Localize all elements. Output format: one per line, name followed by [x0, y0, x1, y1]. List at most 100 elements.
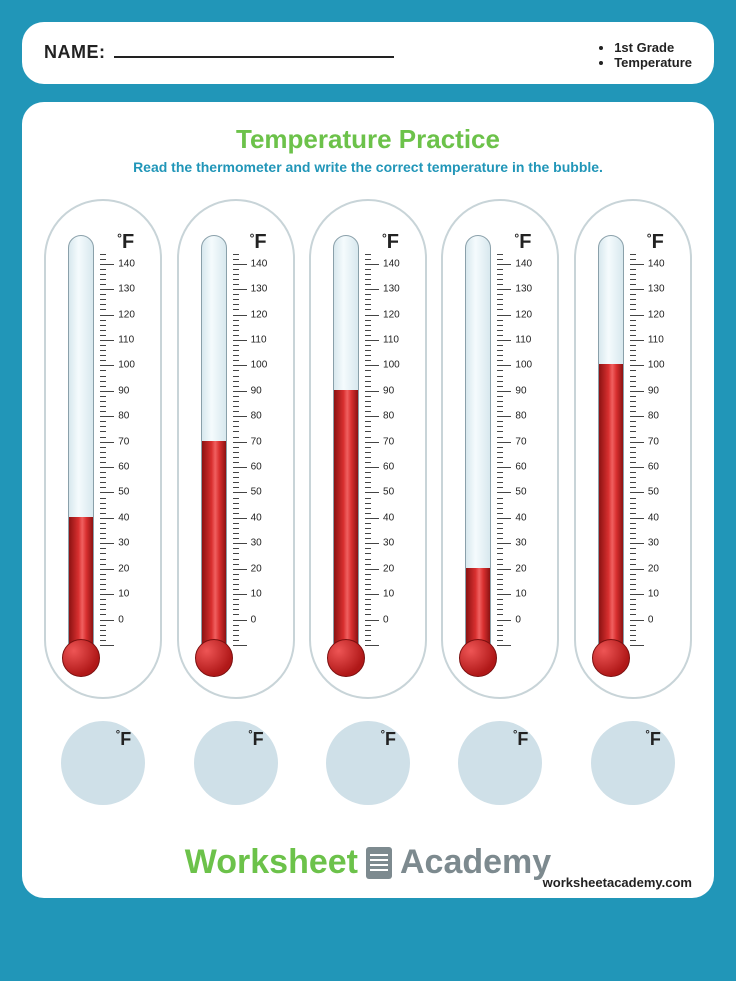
- thermometer-fluid: [334, 390, 358, 664]
- tick-label: 10: [251, 589, 262, 600]
- name-block: NAME:: [44, 40, 394, 63]
- tag-topic: Temperature: [614, 55, 692, 70]
- tick-label: 40: [118, 512, 129, 523]
- tick-label: 0: [118, 614, 124, 625]
- tick-label: 70: [648, 436, 659, 447]
- tick-label: 70: [383, 436, 394, 447]
- tick-label: 90: [251, 385, 262, 396]
- tick-label: 130: [515, 284, 532, 295]
- tick-label: 80: [251, 411, 262, 422]
- thermometer-row: °F0102030405060708090100110120130140°F°F…: [40, 199, 696, 805]
- thermometer-scale: 0102030405060708090100110120130140: [497, 251, 551, 645]
- tick-label: 70: [118, 436, 129, 447]
- answer-bubble[interactable]: °F: [61, 721, 145, 805]
- worksheet-card: Temperature Practice Read the thermomete…: [22, 102, 714, 898]
- tick-label: 110: [251, 334, 267, 345]
- bubble-unit-label: °F: [645, 729, 660, 750]
- thermometer-capsule: °F0102030405060708090100110120130140: [44, 199, 162, 699]
- tick-label: 120: [251, 309, 268, 320]
- notepad-icon: [366, 847, 392, 879]
- thermometer-tube: [465, 235, 491, 665]
- tick-label: 130: [383, 284, 400, 295]
- tick-label: 130: [648, 284, 665, 295]
- brand-word2: Academy: [400, 843, 551, 882]
- tick-label: 80: [515, 411, 526, 422]
- bubble-unit-label: °F: [248, 729, 263, 750]
- tick-label: 0: [383, 614, 389, 625]
- tick-label: 40: [648, 512, 659, 523]
- thermometer: °F0102030405060708090100110120130140°F: [40, 199, 166, 805]
- tick-label: 90: [118, 385, 129, 396]
- tick-label: 110: [648, 334, 664, 345]
- tick-label: 20: [251, 563, 262, 574]
- tick-label: 70: [515, 436, 526, 447]
- thermometer-fluid: [202, 441, 226, 664]
- thermometer-tube: [201, 235, 227, 665]
- tick-label: 30: [118, 538, 129, 549]
- tick-label: 20: [515, 563, 526, 574]
- tick-label: 0: [515, 614, 521, 625]
- tick-label: 30: [383, 538, 394, 549]
- tick-label: 120: [118, 309, 135, 320]
- tick-label: 100: [648, 360, 665, 371]
- thermometer-bulb: [62, 639, 100, 677]
- thermometer-bulb: [195, 639, 233, 677]
- tick-label: 20: [118, 563, 129, 574]
- tick-label: 20: [648, 563, 659, 574]
- tick-label: 60: [515, 462, 526, 473]
- tick-label: 30: [251, 538, 262, 549]
- thermometer-bulb: [592, 639, 630, 677]
- tick-label: 30: [515, 538, 526, 549]
- thermometer-capsule: °F0102030405060708090100110120130140: [309, 199, 427, 699]
- tick-label: 120: [515, 309, 532, 320]
- answer-bubble[interactable]: °F: [458, 721, 542, 805]
- tick-label: 60: [251, 462, 262, 473]
- tick-label: 80: [383, 411, 394, 422]
- bubble-unit-label: °F: [116, 729, 131, 750]
- tick-label: 140: [251, 258, 268, 269]
- bubble-unit-label: °F: [381, 729, 396, 750]
- thermometer-capsule: °F0102030405060708090100110120130140: [574, 199, 692, 699]
- thermometer-capsule: °F0102030405060708090100110120130140: [177, 199, 295, 699]
- tick-label: 100: [515, 360, 532, 371]
- tick-label: 110: [383, 334, 399, 345]
- thermometer-scale: 0102030405060708090100110120130140: [233, 251, 287, 645]
- tick-label: 80: [648, 411, 659, 422]
- tick-label: 50: [648, 487, 659, 498]
- tick-label: 140: [648, 258, 665, 269]
- tick-label: 40: [383, 512, 394, 523]
- tag-list: 1st Grade Temperature: [596, 40, 692, 70]
- tick-label: 140: [118, 258, 135, 269]
- thermometer: °F0102030405060708090100110120130140°F: [305, 199, 431, 805]
- thermometer-fluid: [599, 364, 623, 664]
- thermometer-capsule: °F0102030405060708090100110120130140: [441, 199, 559, 699]
- thermometer-bulb: [327, 639, 365, 677]
- tick-label: 90: [515, 385, 526, 396]
- tick-label: 50: [515, 487, 526, 498]
- tick-label: 50: [251, 487, 262, 498]
- tick-label: 60: [383, 462, 394, 473]
- answer-bubble[interactable]: °F: [326, 721, 410, 805]
- answer-bubble[interactable]: °F: [591, 721, 675, 805]
- tick-label: 10: [383, 589, 394, 600]
- thermometer-tube: [68, 235, 94, 665]
- tick-label: 70: [251, 436, 262, 447]
- tick-label: 40: [251, 512, 262, 523]
- thermometer-bulb: [459, 639, 497, 677]
- answer-bubble[interactable]: °F: [194, 721, 278, 805]
- name-input-line[interactable]: [114, 40, 394, 58]
- tick-label: 100: [383, 360, 400, 371]
- tick-label: 0: [648, 614, 654, 625]
- tick-label: 20: [383, 563, 394, 574]
- brand-word1: Worksheet: [185, 843, 358, 882]
- tick-label: 100: [118, 360, 135, 371]
- tick-label: 120: [648, 309, 665, 320]
- brand-logo: Worksheet Academy: [185, 843, 551, 882]
- tick-label: 110: [118, 334, 134, 345]
- thermometer-scale: 0102030405060708090100110120130140: [100, 251, 154, 645]
- bubble-unit-label: °F: [513, 729, 528, 750]
- tick-label: 10: [648, 589, 659, 600]
- tick-label: 110: [515, 334, 531, 345]
- worksheet-title: Temperature Practice: [40, 124, 696, 155]
- tick-label: 30: [648, 538, 659, 549]
